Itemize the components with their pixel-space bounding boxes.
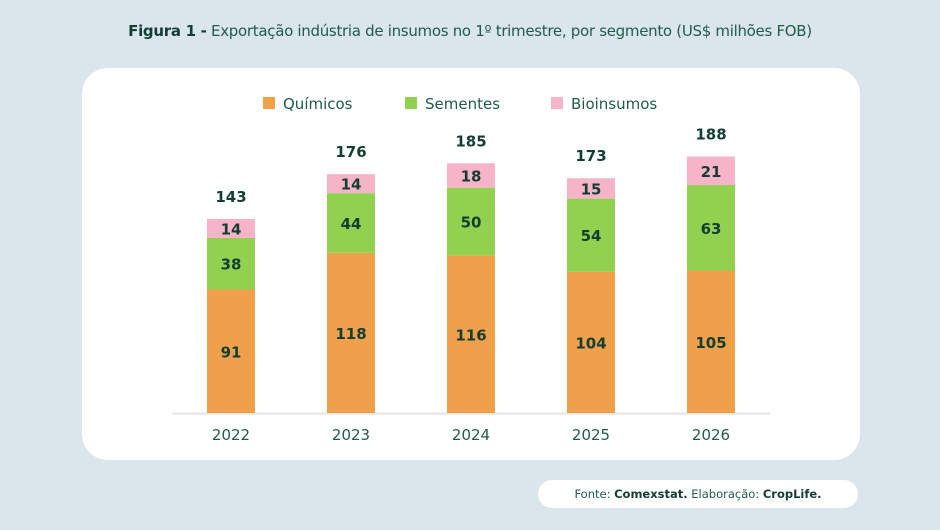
source-value: Comexstat. [614,487,688,501]
bar-segment-químicos [447,255,495,413]
bar-segment-bioinsumos [327,174,375,194]
bar-segment-sementes [687,185,735,271]
legend-label: Bioinsumos [571,95,657,113]
data-label: 116 [455,326,486,344]
data-label: 44 [341,215,362,233]
bar-segment-sementes [567,198,615,272]
bar-segment-químicos [327,252,375,413]
data-label: 38 [221,256,242,274]
x-tick-label: 2023 [332,426,370,444]
legend-label: Sementes [425,95,500,113]
bar-segment-bioinsumos [447,163,495,188]
bar-segment-bioinsumos [687,156,735,186]
bar-segment-bioinsumos [567,178,615,199]
source-note: Fonte: Comexstat. Elaboração: CropLife. [538,480,858,508]
data-label: 104 [575,334,606,352]
data-label: 14 [221,220,242,238]
total-label: 188 [695,126,726,144]
data-label: 14 [341,176,362,194]
total-label: 173 [575,147,606,165]
x-tick-label: 2022 [212,426,250,444]
stacked-bar-chart: Químicos Sementes Bioinsumos 91 38 14 143 2022 1… [172,95,770,444]
data-label: 15 [581,180,602,198]
legend-swatch-sementes [405,97,417,109]
bar-segment-químicos [567,271,615,413]
bar-segment-bioinsumos [207,218,255,238]
figure-caption: Exportação indústria de insumos no 1º tr… [211,22,812,40]
x-tick-label: 2024 [452,426,490,444]
data-label: 63 [701,220,722,238]
bar-segment-sementes [207,237,255,290]
chart-card: Químicos Sementes Bioinsumos 91 38 14 143 2022 1… [82,68,860,460]
elaboration-value: CropLife. [762,487,822,501]
data-label: 105 [695,334,726,352]
figure-title: Figura 1 - Exportação indústria de insum… [0,22,940,40]
bar-segment-sementes [327,193,375,253]
x-tick-label: 2026 [692,426,730,444]
legend-swatch-bioinsumos [551,97,563,109]
elaboration-label: Elaboração: [691,487,760,501]
total-label: 176 [335,143,366,161]
legend-label: Químicos [283,95,353,113]
data-label: 54 [581,227,602,245]
data-label: 50 [461,214,482,232]
bar-segment-químicos [687,270,735,413]
bar-segment-sementes [447,187,495,256]
data-label: 118 [335,325,366,343]
total-label: 185 [455,132,486,150]
source-label: Fonte: [574,487,611,501]
x-tick-label: 2025 [572,426,610,444]
data-label: 21 [701,163,722,181]
figure-number: Figura 1 - [128,22,207,40]
bar-segment-químicos [207,289,255,413]
total-label: 143 [215,188,246,206]
data-label: 18 [461,168,482,186]
data-label: 91 [221,343,242,361]
legend-swatch-químicos [263,97,275,109]
